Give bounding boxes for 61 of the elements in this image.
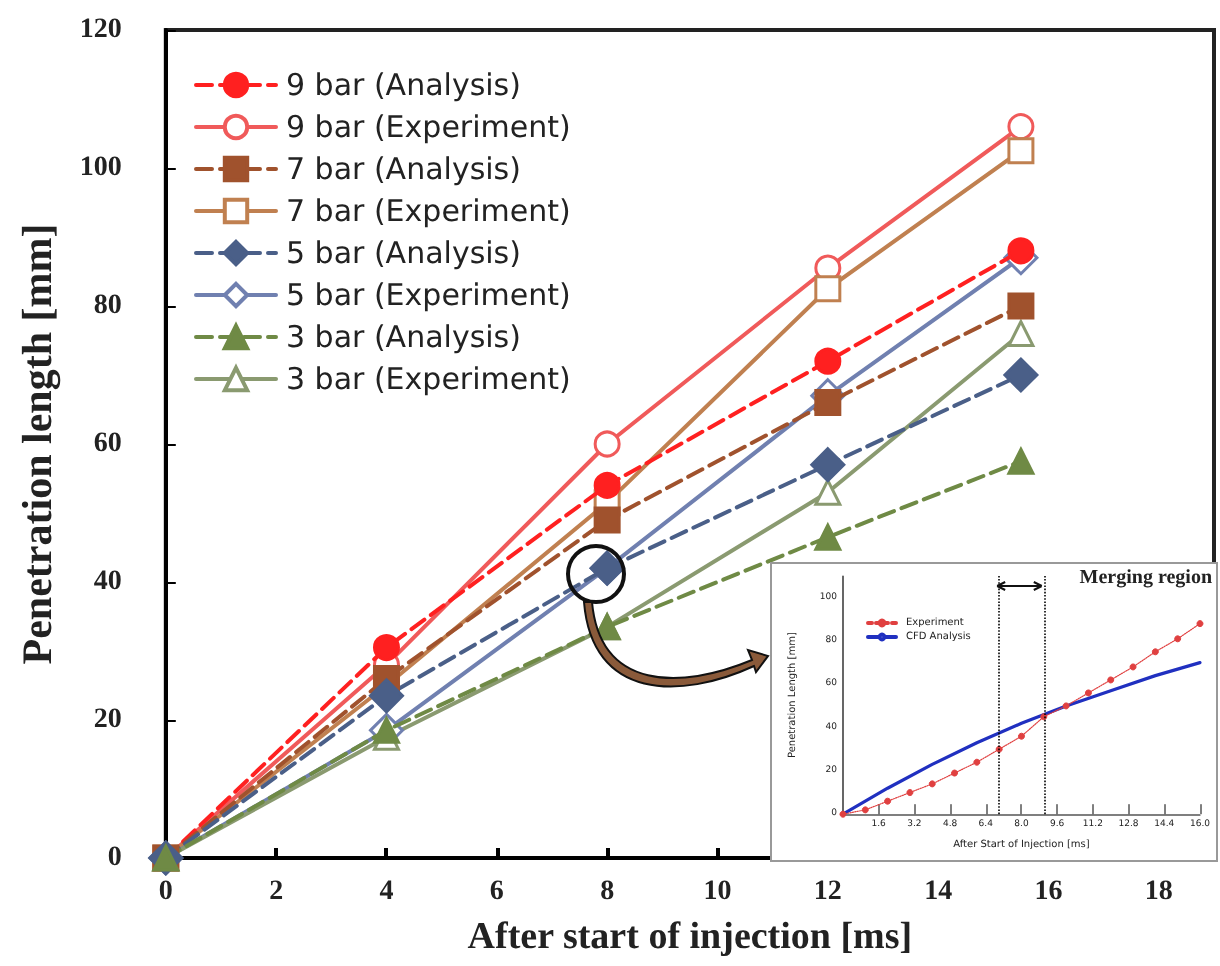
point xyxy=(593,506,621,534)
x-tick-label: 10 xyxy=(703,877,732,907)
legend-label: 5 bar (Experiment) xyxy=(286,277,571,313)
legend-label: 5 bar (Analysis) xyxy=(286,235,521,271)
point xyxy=(1003,357,1039,393)
x-tick-label: 12 xyxy=(813,877,842,907)
x-tick-label: 8 xyxy=(600,877,615,907)
y-tick-label: 0 xyxy=(107,843,122,873)
x-tick-label: 14 xyxy=(924,877,953,907)
x-tick-label: 6 xyxy=(489,877,504,907)
x-tick-label: 18 xyxy=(1144,877,1173,907)
point xyxy=(1174,635,1182,643)
y-tick-label: 60 xyxy=(93,429,122,459)
annotation: Merging region xyxy=(1079,567,1213,589)
y-tick-label: 80 xyxy=(93,291,122,321)
legend-label: 7 bar (Experiment) xyxy=(286,193,571,229)
point xyxy=(593,471,621,499)
x-tick-label: 4 xyxy=(379,877,394,907)
legend-label: 3 bar (Experiment) xyxy=(286,361,571,397)
y-tick-label: 40 xyxy=(93,567,122,597)
point xyxy=(814,389,842,417)
point xyxy=(1151,648,1159,656)
point xyxy=(839,810,847,818)
point xyxy=(593,430,621,458)
point xyxy=(1007,447,1035,475)
x-tick-label: 16 xyxy=(1034,877,1063,907)
point xyxy=(1007,137,1035,165)
point xyxy=(951,769,959,777)
point xyxy=(814,347,842,375)
point xyxy=(814,523,842,551)
legend-label: 7 bar (Analysis) xyxy=(286,151,521,187)
legend-label: 9 bar (Experiment) xyxy=(286,109,571,145)
point xyxy=(368,678,404,714)
point xyxy=(814,275,842,303)
y-tick-label: 100 xyxy=(79,153,122,183)
point xyxy=(810,447,846,483)
point xyxy=(1007,292,1035,320)
point xyxy=(1062,702,1070,710)
y-axis-title: Penetration length [mm] xyxy=(13,223,61,665)
point xyxy=(1107,676,1115,684)
point xyxy=(973,758,981,766)
point xyxy=(814,478,842,506)
point xyxy=(1084,689,1092,697)
point xyxy=(1196,620,1204,628)
point xyxy=(1007,237,1035,265)
point xyxy=(1017,732,1025,740)
point xyxy=(861,806,869,814)
legend-label: 3 bar (Analysis) xyxy=(286,319,521,355)
x-tick-label: 0 xyxy=(158,877,173,907)
point xyxy=(373,634,400,662)
legend-label: 9 bar (Analysis) xyxy=(286,67,521,103)
point xyxy=(1129,663,1137,671)
point xyxy=(1007,113,1035,141)
point xyxy=(884,797,892,805)
point xyxy=(1007,320,1035,348)
y-tick-label: 20 xyxy=(93,705,122,735)
x-axis-title: After start of injection [ms] xyxy=(467,916,913,958)
point xyxy=(928,780,936,788)
y-tick-label: 120 xyxy=(79,15,122,45)
x-tick-label: 2 xyxy=(269,877,284,907)
point xyxy=(906,789,914,797)
